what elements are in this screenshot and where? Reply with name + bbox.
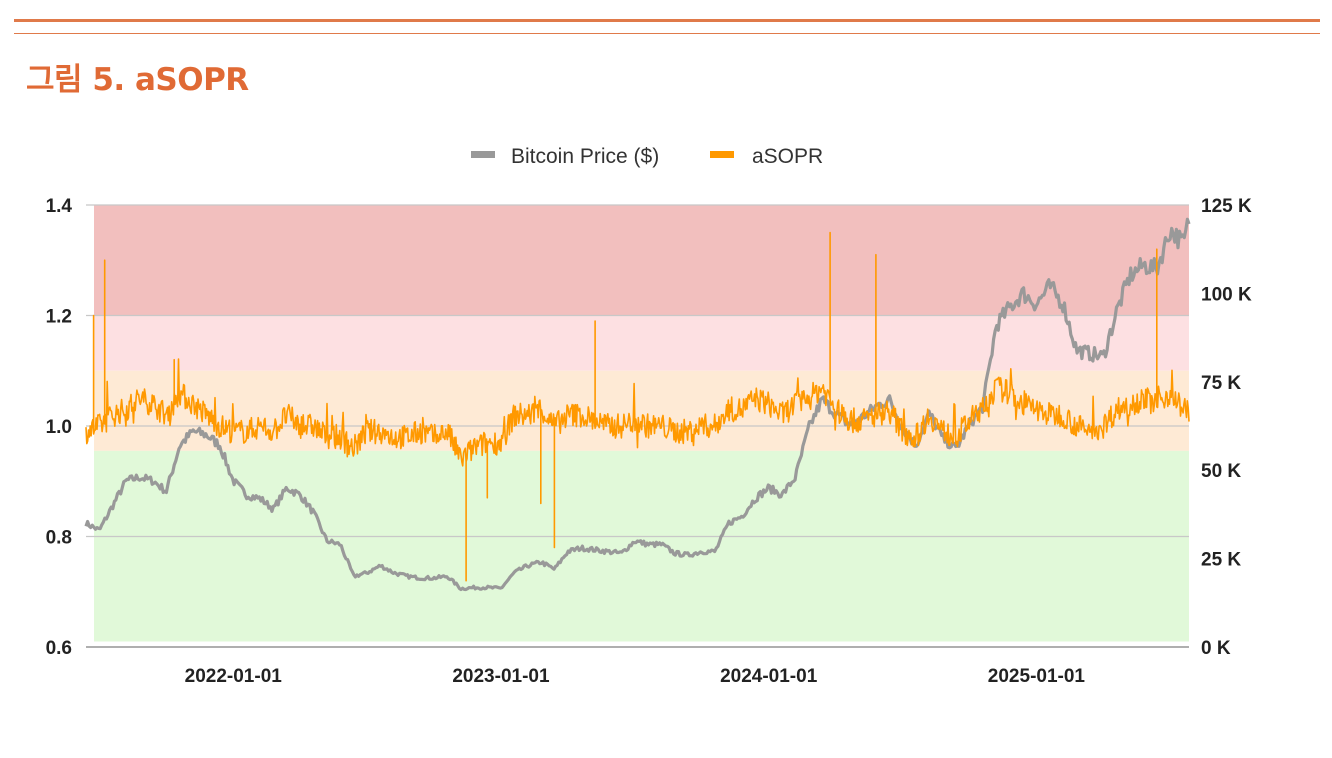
y-right-tick-5: 125 K [1201, 196, 1252, 217]
legend: Bitcoin Price ($) aSOPR [471, 145, 823, 168]
y-left-tick-0: 0.6 [46, 638, 72, 659]
y-right-tick-1: 25 K [1201, 550, 1241, 571]
y-left-tick-1: 0.8 [46, 528, 72, 549]
line-asopr [85, 231, 1190, 582]
x-tick-3: 2025-01-01 [988, 666, 1086, 687]
top-rule-thin [14, 33, 1320, 34]
legend-swatch-price [471, 151, 495, 158]
zone-bands [94, 205, 1189, 642]
zone-band-1 [94, 315, 1189, 371]
y-left-tick-2: 1.0 [46, 417, 72, 438]
y-left-tick-3: 1.2 [46, 307, 72, 328]
figure-title: 그림 5. aSOPR [26, 62, 249, 98]
x-tick-0: 2022-01-01 [185, 666, 283, 687]
y-right-tick-3: 75 K [1201, 373, 1241, 394]
series-lines [84, 217, 1191, 592]
zone-band-3 [94, 450, 1189, 642]
y-right-tick-2: 50 K [1201, 461, 1241, 482]
x-tick-1: 2023-01-01 [452, 666, 550, 687]
legend-swatch-asopr [710, 151, 734, 158]
y-left-tick-4: 1.4 [46, 196, 73, 217]
legend-label-asopr: aSOPR [752, 145, 823, 168]
zone-band-0 [94, 205, 1189, 316]
legend-label-price: Bitcoin Price ($) [511, 145, 659, 168]
zone-band-2 [94, 370, 1189, 451]
line-bitcoin-price [84, 217, 1191, 592]
y-right-tick-4: 100 K [1201, 284, 1252, 305]
y-right-tick-0: 0 K [1201, 638, 1231, 659]
x-tick-2: 2024-01-01 [720, 666, 818, 687]
top-rule-thick [14, 19, 1320, 22]
axis-labels: 0.6 0.8 1.0 1.2 1.4 0 K 25 K 50 K 75 K 100 K 125 K… [46, 196, 1252, 687]
